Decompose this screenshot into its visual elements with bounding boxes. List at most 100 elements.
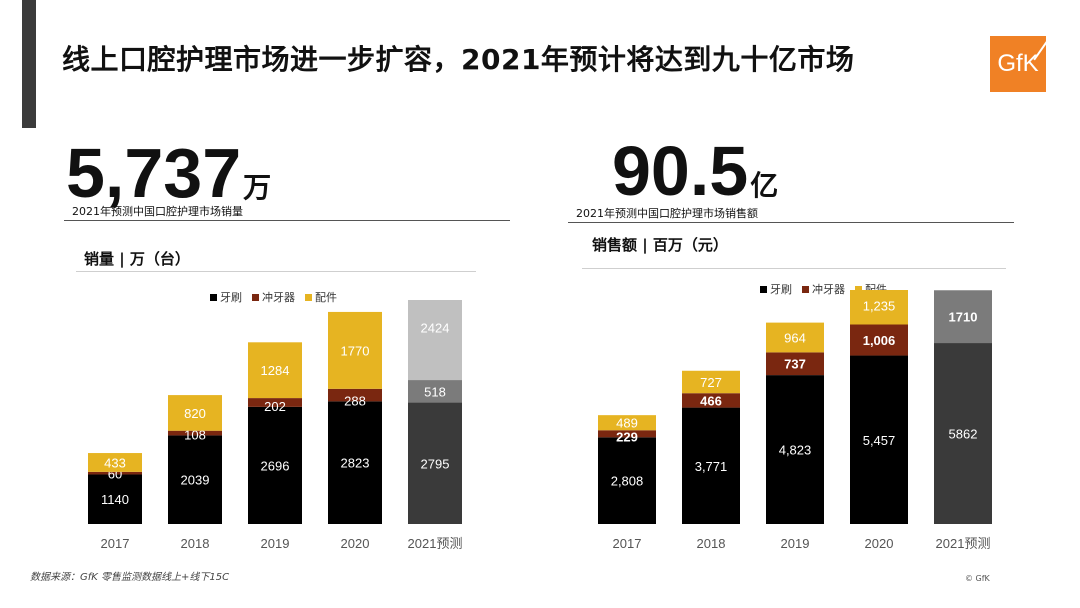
legend-label: 牙刷: [220, 291, 242, 304]
x-tick-label: 2021预测: [936, 536, 991, 551]
flosser-segment: [168, 430, 222, 436]
source-footnote: 数据来源：GfK 零售监测数据线上+线下15C: [30, 572, 230, 583]
x-tick-label: 2021预测: [408, 536, 463, 551]
x-tick-label: 2019: [781, 536, 810, 551]
data-label: 964: [784, 330, 806, 345]
page-title: 线上口腔护理市场进一步扩容，2021年预计将达到九十亿市场: [62, 43, 855, 76]
left-legend: 牙刷 冲牙器 配件: [210, 289, 337, 305]
x-tick-label: 2018: [697, 536, 726, 551]
toothbrush-segment: [598, 437, 656, 524]
accessory-segment: [248, 342, 302, 399]
legend-item-flosser: 冲牙器: [252, 289, 295, 305]
data-label: 2795: [421, 456, 450, 471]
left-kpi-label: 2021年预测中国口腔护理市场销量: [72, 205, 243, 218]
flosser-segment: [766, 352, 824, 376]
flosser-swatch: [802, 285, 809, 293]
legend-item-flosser: 冲牙器: [802, 281, 845, 297]
data-label: 2039: [181, 473, 210, 488]
data-label: 5,457: [863, 433, 896, 448]
accent-bar: [22, 0, 36, 128]
x-tick-label: 2018: [181, 536, 210, 551]
right-kpi-label: 2021年预测中国口腔护理市场销售额: [576, 207, 758, 220]
legend-label: 冲牙器: [262, 291, 295, 304]
sales-volume-chart: 1140604332017203910882020182696202128420…: [88, 300, 463, 551]
left-kpi-unit: 万: [243, 172, 272, 203]
accessory-segment: [88, 453, 142, 472]
data-label: 229: [616, 429, 638, 444]
accessory-segment: [598, 415, 656, 431]
accessory-swatch: [855, 285, 862, 293]
left-kpi-rule: [64, 220, 510, 221]
accessory-segment: [850, 290, 908, 325]
flosser-segment: [408, 380, 462, 403]
data-label: 737: [784, 357, 806, 372]
toothbrush-segment: [408, 402, 462, 524]
toothbrush-segment: [934, 343, 992, 524]
data-label: 2696: [261, 458, 290, 473]
legend-item-toothbrush: 牙刷: [210, 289, 242, 305]
gfk-logo: GfK: [990, 36, 1049, 92]
data-label: 108: [184, 427, 206, 442]
right-kpi-unit: 亿: [750, 170, 779, 201]
accessory-segment: [168, 395, 222, 431]
toothbrush-segment: [168, 435, 222, 524]
accessory-swatch: [305, 293, 312, 301]
logo-text: GfK: [997, 50, 1039, 77]
data-label: 1,006: [863, 333, 896, 348]
data-label: 518: [424, 384, 446, 399]
toothbrush-segment: [850, 355, 908, 524]
legend-label: 牙刷: [770, 283, 792, 296]
accessory-segment: [408, 300, 462, 381]
left-kpi: 5,737万: [66, 138, 271, 208]
data-label: 2,808: [611, 474, 644, 489]
accessory-segment: [682, 370, 740, 394]
x-tick-label: 2020: [341, 536, 370, 551]
flosser-segment: [598, 430, 656, 438]
data-label: 4,823: [779, 443, 812, 458]
toothbrush-segment: [682, 407, 740, 524]
right-kpi-value: 90.5: [612, 132, 749, 210]
flosser-swatch: [252, 293, 259, 301]
flosser-segment: [328, 388, 382, 402]
data-label: 1284: [261, 363, 290, 378]
toothbrush-swatch: [210, 293, 217, 301]
left-kpi-value: 5,737: [66, 134, 242, 212]
data-label: 1710: [949, 310, 978, 325]
data-label: 1,235: [863, 298, 896, 313]
toothbrush-segment: [248, 406, 302, 524]
legend-item-accessory: 配件: [305, 289, 337, 305]
data-label: 433: [104, 455, 126, 470]
x-tick-label: 2017: [613, 536, 642, 551]
toothbrush-swatch: [760, 285, 767, 293]
data-label: 466: [700, 393, 722, 408]
data-label: 727: [700, 375, 722, 390]
accessory-segment: [766, 322, 824, 353]
copyright: © GfK: [965, 574, 990, 583]
data-label: 202: [264, 399, 286, 414]
data-label: 2823: [341, 456, 370, 471]
left-chart-header-rule: [76, 271, 476, 272]
data-label: 5862: [949, 427, 978, 442]
data-label: 489: [616, 416, 638, 431]
toothbrush-segment: [88, 474, 142, 524]
legend-label: 冲牙器: [812, 283, 845, 296]
right-kpi-rule: [568, 222, 1014, 223]
flosser-segment: [248, 398, 302, 407]
data-label: 820: [184, 406, 206, 421]
legend-label: 配件: [315, 291, 337, 304]
x-tick-label: 2019: [261, 536, 290, 551]
data-label: 2424: [421, 320, 450, 335]
left-chart-subtitle: 销量 | 万（台）: [84, 250, 190, 268]
data-label: 288: [344, 393, 366, 408]
legend-item-toothbrush: 牙刷: [760, 281, 792, 297]
flosser-segment: [934, 290, 992, 344]
flosser-segment: [850, 324, 908, 356]
right-kpi: 90.5亿: [612, 136, 778, 206]
toothbrush-segment: [766, 375, 824, 524]
data-label: 3,771: [695, 459, 728, 474]
flosser-segment: [88, 471, 142, 475]
right-chart-subtitle: 销售额 | 百万（元）: [592, 236, 728, 254]
x-tick-label: 2020: [865, 536, 894, 551]
toothbrush-segment: [328, 401, 382, 524]
